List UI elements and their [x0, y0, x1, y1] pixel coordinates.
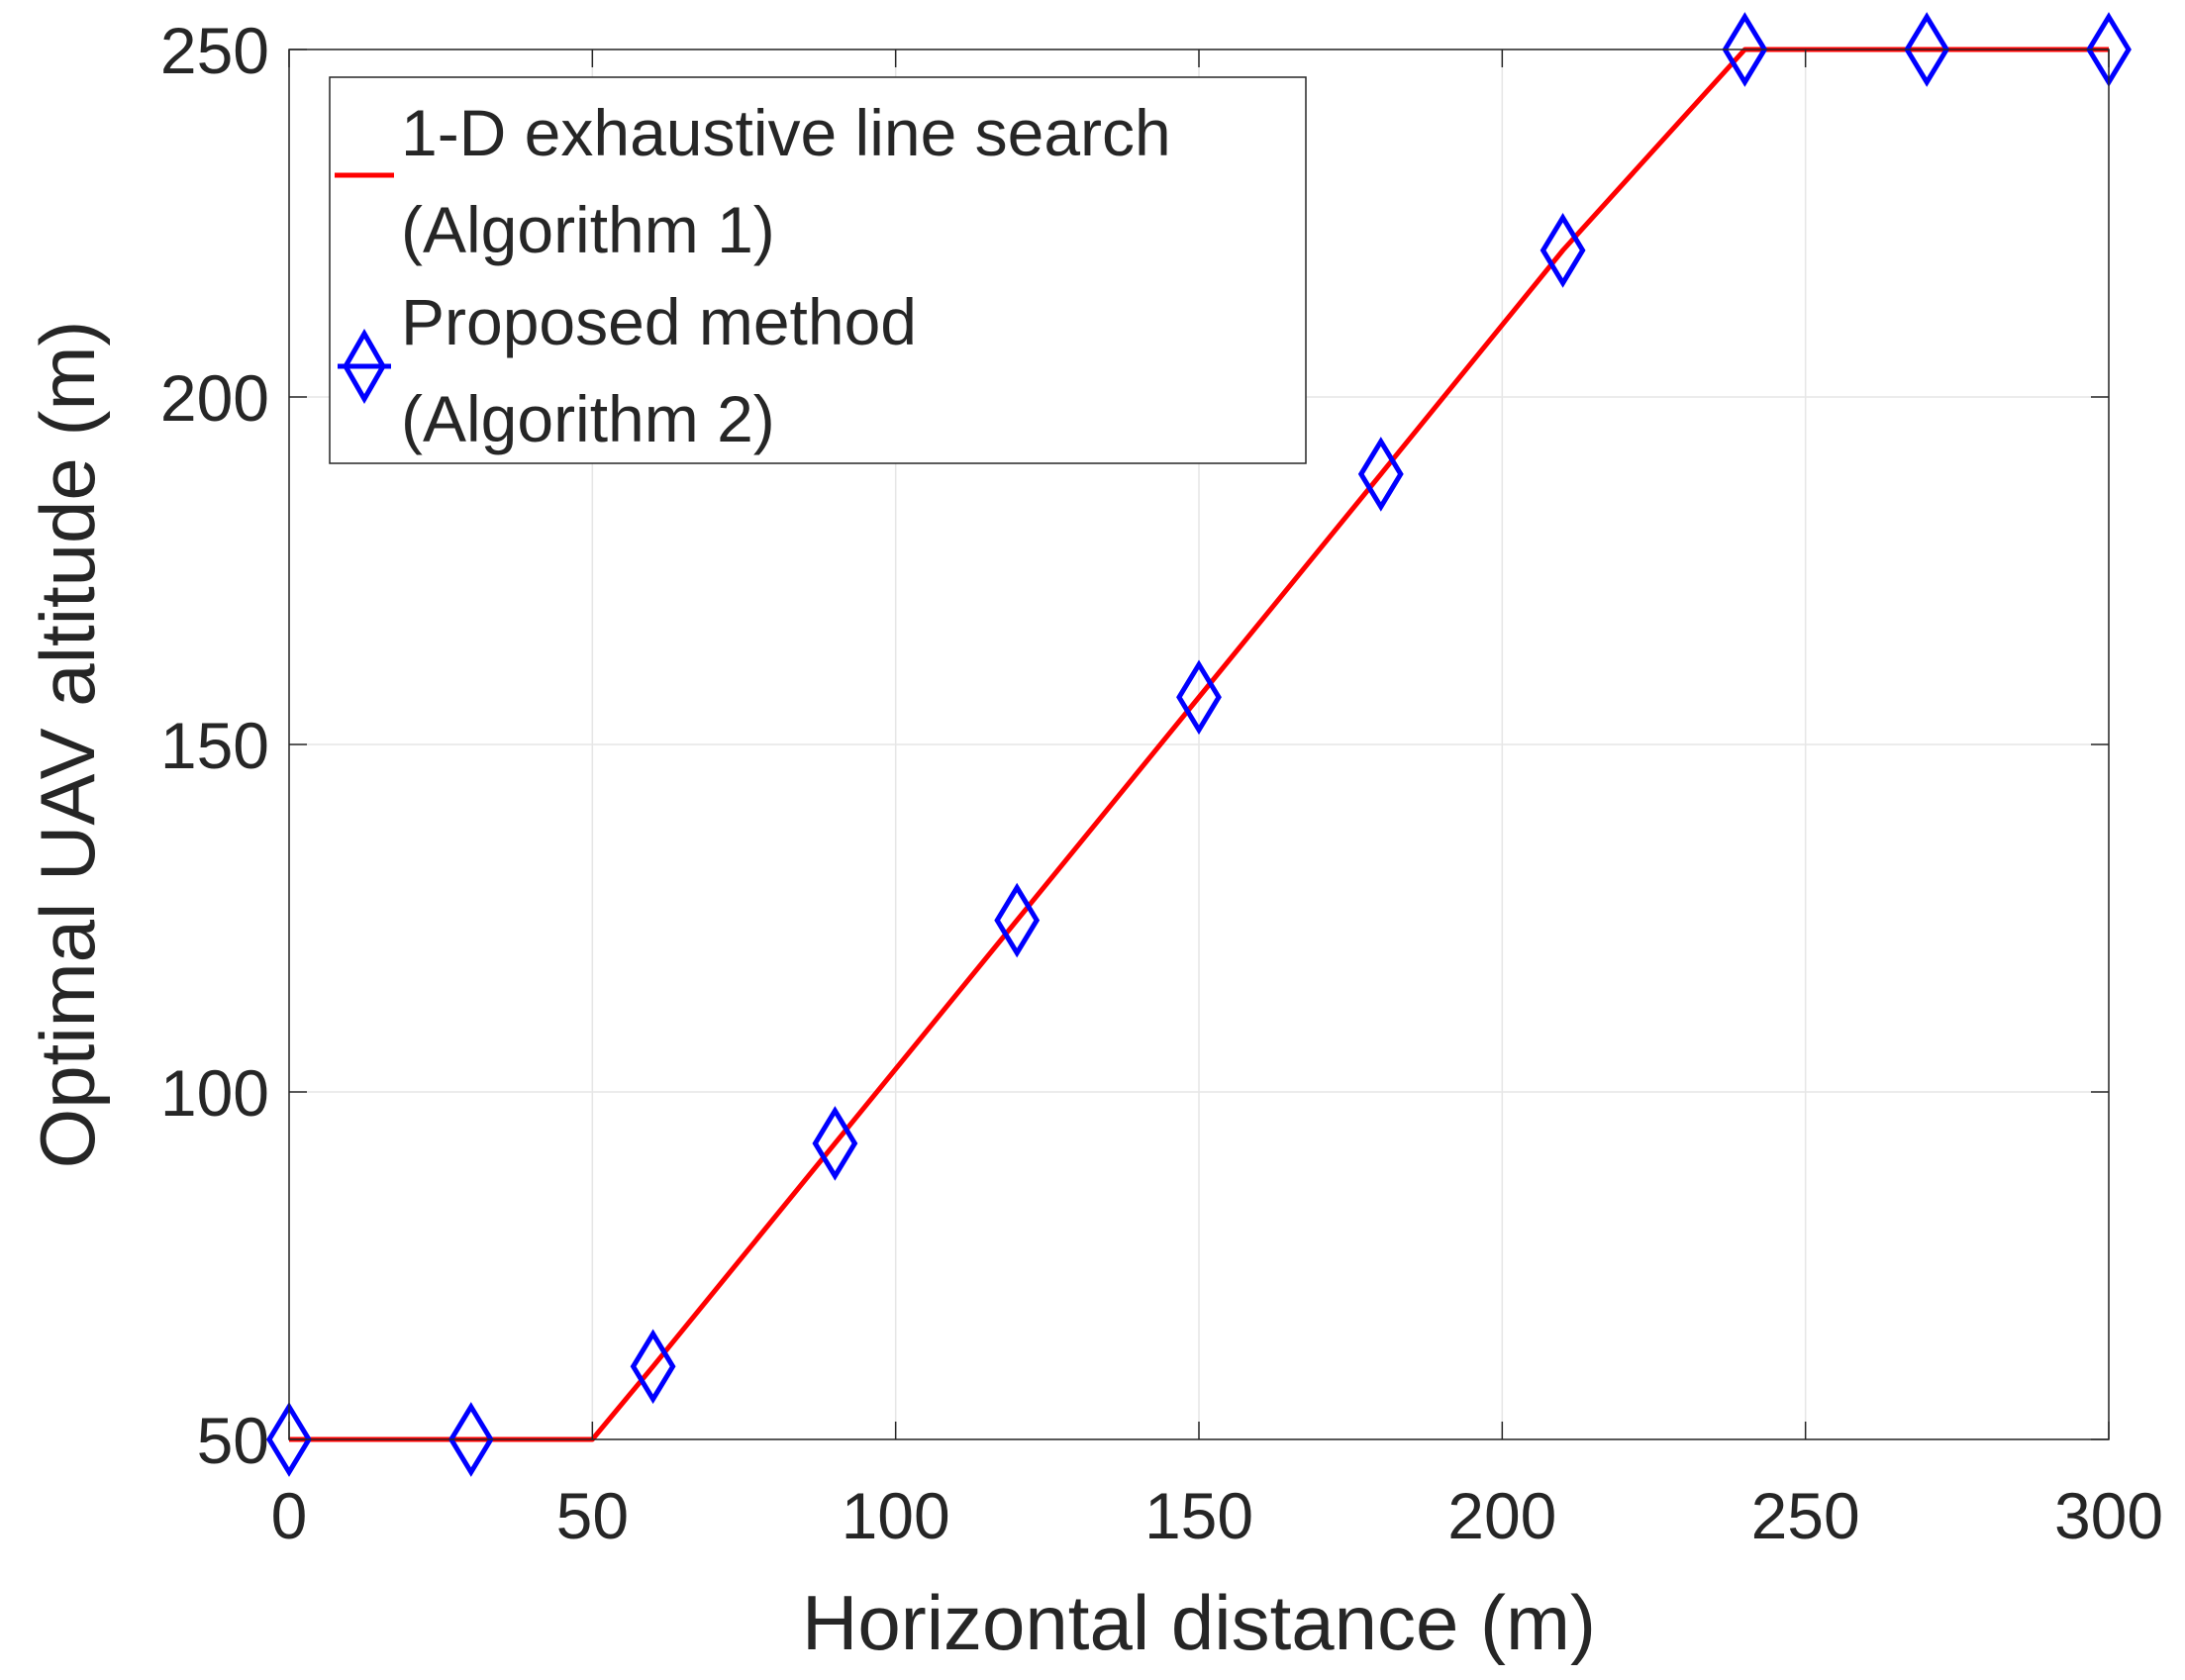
legend-box — [329, 76, 1307, 464]
y-tick-label: 100 — [160, 1056, 269, 1130]
x-tick-label: 300 — [2054, 1479, 2163, 1552]
legend-label-algorithm-1-line2: (Algorithm 1) — [401, 193, 775, 266]
data-point-diamond — [1539, 213, 1586, 288]
x-tick-label: 200 — [1447, 1479, 1556, 1552]
y-tick-label: 150 — [160, 709, 269, 782]
x-tick-label: 150 — [1144, 1479, 1253, 1552]
data-point-diamond — [630, 1329, 676, 1405]
data-point-diamond — [1904, 12, 1950, 87]
data-point-diamond — [1722, 12, 1768, 87]
legend: 1-D exhaustive line search (Algorithm 1)… — [329, 76, 1307, 464]
legend-diamond-swatch — [338, 328, 391, 405]
y-tick-labels: 50 100 150 200 250 — [160, 14, 269, 1477]
y-tick-label: 250 — [160, 14, 269, 87]
y-tick-label: 50 — [197, 1404, 269, 1477]
y-tick-label: 200 — [160, 361, 269, 435]
data-point-diamond — [1176, 659, 1222, 736]
x-tick-label: 250 — [1751, 1479, 1860, 1552]
data-point-diamond — [447, 1402, 494, 1477]
y-axis-label: Optimal UAV altitude (m) — [24, 321, 111, 1169]
legend-label-algorithm-2-line1: Proposed method — [401, 285, 917, 358]
x-tick-label: 100 — [842, 1479, 950, 1552]
x-tick-label: 50 — [556, 1479, 629, 1552]
x-tick-labels: 0 50 100 150 200 250 300 — [271, 1479, 2163, 1552]
legend-label-algorithm-1-line1: 1-D exhaustive line search — [401, 96, 1171, 169]
x-axis-label: Horizontal distance (m) — [802, 1579, 1596, 1666]
data-point-diamond — [812, 1106, 858, 1181]
ticks — [288, 49, 2110, 1440]
x-tick-label: 0 — [271, 1479, 308, 1552]
data-point-diamond — [1357, 437, 1404, 512]
data-point-diamond — [994, 882, 1041, 958]
legend-label-algorithm-2-line2: (Algorithm 2) — [401, 382, 775, 455]
data-point-diamond — [266, 1402, 312, 1477]
